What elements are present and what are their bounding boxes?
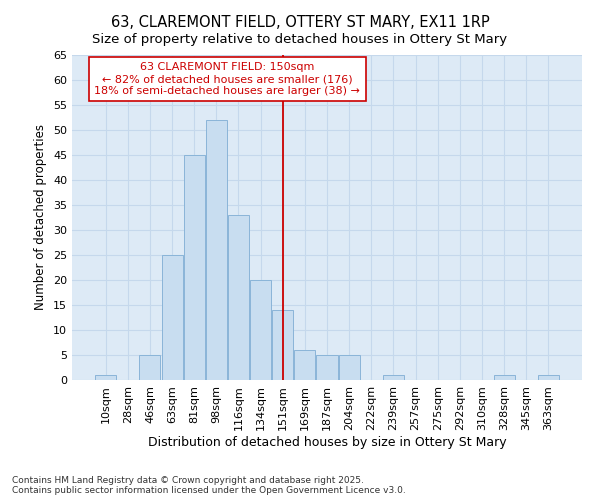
Bar: [272, 310, 293, 380]
Text: Size of property relative to detached houses in Ottery St Mary: Size of property relative to detached ho…: [92, 32, 508, 46]
Bar: [538, 375, 559, 380]
Bar: [228, 215, 249, 380]
Y-axis label: Number of detached properties: Number of detached properties: [34, 124, 47, 310]
X-axis label: Distribution of detached houses by size in Ottery St Mary: Distribution of detached houses by size …: [148, 436, 506, 448]
Text: 63 CLAREMONT FIELD: 150sqm
← 82% of detached houses are smaller (176)
18% of sem: 63 CLAREMONT FIELD: 150sqm ← 82% of deta…: [94, 62, 361, 96]
Bar: [338, 355, 359, 380]
Bar: [139, 355, 160, 380]
Bar: [95, 375, 116, 380]
Bar: [250, 280, 271, 380]
Bar: [206, 120, 227, 380]
Bar: [161, 255, 182, 380]
Bar: [383, 375, 404, 380]
Text: Contains HM Land Registry data © Crown copyright and database right 2025.
Contai: Contains HM Land Registry data © Crown c…: [12, 476, 406, 495]
Bar: [184, 155, 205, 380]
Text: 63, CLAREMONT FIELD, OTTERY ST MARY, EX11 1RP: 63, CLAREMONT FIELD, OTTERY ST MARY, EX1…: [110, 15, 490, 30]
Bar: [494, 375, 515, 380]
Bar: [316, 355, 338, 380]
Bar: [295, 350, 316, 380]
